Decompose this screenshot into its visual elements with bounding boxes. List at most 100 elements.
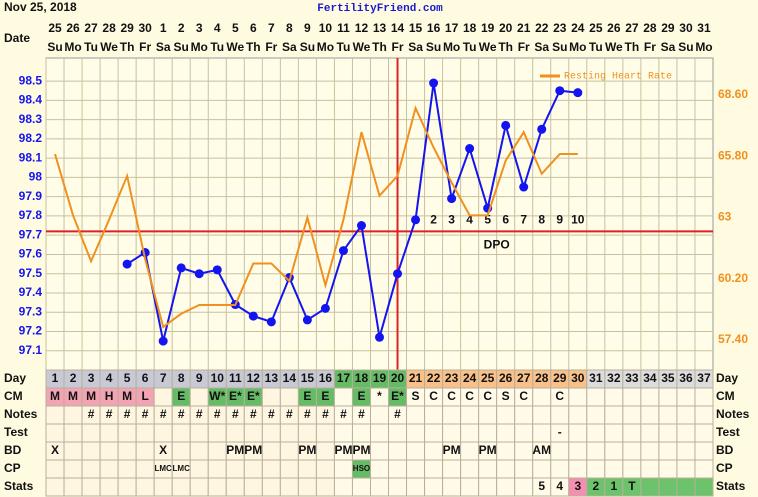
weekday-label: Mo bbox=[695, 40, 712, 54]
row-label-right: CP bbox=[716, 461, 733, 475]
cell bbox=[333, 459, 353, 479]
cell-text: 6 bbox=[142, 371, 149, 385]
cell-text: 4 bbox=[106, 371, 113, 385]
weekday-label: We bbox=[353, 40, 371, 54]
row-label: Test bbox=[4, 425, 28, 439]
cell bbox=[586, 441, 606, 461]
cell-text: 31 bbox=[589, 371, 603, 385]
dpo-title: DPO bbox=[484, 238, 510, 252]
cell bbox=[207, 423, 227, 443]
x-tick-label: 8 bbox=[286, 21, 293, 35]
x-tick-label: 17 bbox=[445, 21, 459, 35]
temp-point bbox=[248, 311, 258, 321]
cell-text: M bbox=[68, 389, 78, 403]
cell-text: PM bbox=[352, 443, 370, 457]
cell-text: # bbox=[394, 407, 401, 421]
cell-text: # bbox=[268, 407, 275, 421]
x-tick-label: 2 bbox=[178, 21, 185, 35]
x-tick-label: 15 bbox=[409, 21, 423, 35]
temp-point bbox=[411, 215, 421, 225]
cell-text: 5 bbox=[124, 371, 131, 385]
y2-tick-label: 68.60 bbox=[718, 87, 748, 101]
weekday-label: Fr bbox=[392, 40, 404, 54]
cell bbox=[550, 459, 570, 479]
temp-point bbox=[338, 246, 348, 256]
cell bbox=[460, 423, 480, 443]
cell-text: # bbox=[232, 407, 239, 421]
cell-text: # bbox=[160, 407, 167, 421]
row-label-right: Notes bbox=[716, 407, 750, 421]
cell bbox=[333, 423, 353, 443]
cell-text: 21 bbox=[409, 371, 423, 385]
cell-text: E* bbox=[229, 389, 242, 403]
cell-text: M bbox=[50, 389, 60, 403]
cell bbox=[45, 477, 65, 497]
cell bbox=[369, 441, 390, 461]
row-label: Day bbox=[4, 371, 26, 385]
cell bbox=[658, 423, 678, 443]
cell bbox=[153, 423, 173, 443]
cell bbox=[532, 423, 552, 443]
plot-area bbox=[45, 57, 714, 371]
temp-point bbox=[266, 317, 276, 327]
x-tick-label: 22 bbox=[535, 21, 549, 35]
cell bbox=[171, 477, 191, 497]
cell bbox=[622, 441, 642, 461]
weekday-label: Su bbox=[47, 40, 62, 54]
x-tick-label: 27 bbox=[625, 21, 639, 35]
cell-text: HSO bbox=[353, 464, 370, 473]
cell bbox=[189, 441, 209, 461]
weekday-label: Fr bbox=[518, 40, 530, 54]
cell-text: 19 bbox=[373, 371, 387, 385]
x-tick-label: 6 bbox=[250, 21, 257, 35]
y-tick-label: 98 bbox=[29, 170, 43, 184]
cell bbox=[279, 459, 299, 479]
cell-text: 36 bbox=[679, 371, 693, 385]
x-tick-label: 24 bbox=[571, 21, 585, 35]
x-tick-label: 9 bbox=[304, 21, 311, 35]
cell bbox=[676, 441, 696, 461]
cell bbox=[496, 441, 516, 461]
cell-text: E bbox=[357, 389, 365, 403]
cell bbox=[261, 459, 281, 479]
cell bbox=[261, 387, 281, 407]
temp-point bbox=[429, 78, 439, 88]
cell bbox=[424, 441, 444, 461]
series-line bbox=[54, 105, 578, 329]
cell-text: 1 bbox=[52, 371, 59, 385]
cell-text: 8 bbox=[178, 371, 185, 385]
cell bbox=[63, 459, 83, 479]
cell bbox=[279, 387, 299, 407]
cell bbox=[622, 405, 642, 425]
cell-text: 35 bbox=[661, 371, 675, 385]
cell bbox=[243, 459, 263, 479]
cell-text: PM bbox=[479, 443, 497, 457]
cell-text: 7 bbox=[160, 371, 167, 385]
temp-point bbox=[375, 332, 384, 342]
cell bbox=[99, 459, 119, 479]
cell bbox=[550, 405, 570, 425]
cell bbox=[388, 477, 408, 497]
cell-text: 23 bbox=[445, 371, 459, 385]
cell-text: 32 bbox=[607, 371, 621, 385]
weekday-label: Sa bbox=[156, 40, 171, 54]
temp-point bbox=[302, 315, 312, 325]
cell bbox=[63, 441, 83, 461]
cell bbox=[171, 441, 191, 461]
cell-text: # bbox=[88, 407, 95, 421]
temp-point bbox=[176, 263, 186, 273]
cell bbox=[45, 423, 65, 443]
cell-text: * bbox=[377, 389, 382, 403]
row-label: CP bbox=[4, 461, 21, 475]
cell bbox=[514, 423, 534, 443]
cell bbox=[568, 423, 588, 443]
cell bbox=[243, 423, 263, 443]
temp-point bbox=[465, 144, 475, 154]
cell-text: 1 bbox=[611, 479, 618, 493]
y-tick-label: 97.7 bbox=[19, 227, 43, 241]
cell bbox=[153, 387, 173, 407]
y-tick-label: 97.6 bbox=[19, 247, 43, 261]
cell bbox=[442, 477, 462, 497]
cell-text: H bbox=[105, 389, 114, 403]
